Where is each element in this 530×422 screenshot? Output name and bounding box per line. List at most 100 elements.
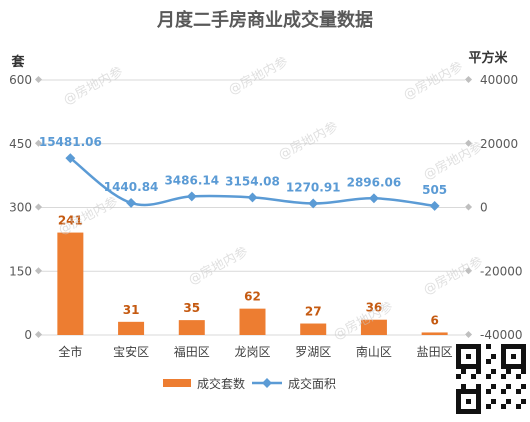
- qr-cell: [521, 359, 526, 364]
- qr-cell: [491, 369, 496, 374]
- qr-cell: [501, 389, 506, 394]
- x-tick-label: 盐田区: [417, 345, 453, 359]
- legend-label-line: 成交面积: [288, 376, 336, 391]
- qr-cell: [476, 384, 481, 389]
- chart-title: 月度二手房商业成交量数据: [156, 9, 373, 31]
- bar: [239, 308, 266, 335]
- qr-cell: [476, 344, 481, 349]
- qr-cell: [456, 389, 461, 394]
- qr-cell: [521, 384, 526, 389]
- qr-cell: [456, 399, 461, 404]
- left-tick-marker: [34, 75, 43, 84]
- qr-cell: [501, 364, 506, 369]
- left-axis-unit: 套: [10, 54, 25, 70]
- qr-cell: [466, 344, 471, 349]
- qr-cell: [516, 364, 521, 369]
- qr-cell: [486, 359, 491, 364]
- qr-cell: [501, 354, 506, 359]
- bar-value-label: 35: [183, 301, 200, 315]
- right-tick-marker: [464, 267, 473, 275]
- line-value-label: 1270.91: [286, 180, 341, 194]
- qr-cell: [521, 399, 526, 404]
- legend-swatch-line-marker: [262, 378, 272, 388]
- qr-cell: [486, 374, 491, 379]
- left-tick-label: 450: [9, 137, 32, 151]
- left-tick-label: 300: [9, 201, 32, 215]
- qr-cell: [461, 409, 466, 414]
- line-value-label: 2896.06: [347, 175, 402, 189]
- legend: 成交套数 成交面积: [163, 376, 336, 391]
- right-tick-label: -20000: [480, 264, 523, 278]
- qr-cell: [501, 374, 506, 379]
- bar-value-label: 31: [123, 303, 140, 317]
- qr-cell: [456, 354, 461, 359]
- right-tick-label: -40000: [480, 328, 523, 342]
- qr-cell: [521, 364, 526, 369]
- qr-cell: [476, 394, 481, 399]
- qr-cell: [476, 369, 481, 374]
- left-tick-marker: [34, 203, 43, 211]
- qr-cell: [486, 404, 491, 409]
- qr-cell: [466, 354, 471, 359]
- qr-cell: [521, 344, 526, 349]
- right-tick-marker: [464, 203, 473, 211]
- x-tick-label: 宝安区: [113, 344, 149, 359]
- qr-cell: [466, 399, 471, 404]
- x-tick-label: 龙岗区: [234, 345, 270, 359]
- qr-cell: [476, 359, 481, 364]
- qr-cell: [471, 374, 476, 379]
- qr-cell: [461, 344, 466, 349]
- line-marker: [126, 197, 137, 208]
- qr-cell: [471, 364, 476, 369]
- right-axis-unit: 平方米: [468, 50, 508, 66]
- left-tick-label: 150: [9, 264, 32, 278]
- qr-cell: [471, 344, 476, 349]
- qr-cell: [491, 384, 496, 389]
- qr-cell: [516, 389, 521, 394]
- bar-value-label: 62: [244, 290, 261, 304]
- qr-cell: [506, 344, 511, 349]
- line-marker: [247, 192, 258, 203]
- line-marker: [368, 193, 379, 204]
- bar: [178, 320, 205, 335]
- bar: [57, 232, 84, 335]
- bar: [421, 332, 448, 335]
- left-tick-marker: [34, 330, 43, 339]
- x-tick-label: 全市: [58, 344, 82, 359]
- line-marker: [429, 200, 440, 211]
- line-value-label: 3154.08: [225, 174, 280, 188]
- qr-cell: [476, 404, 481, 409]
- qr-cell: [456, 374, 461, 379]
- right-tick-marker: [464, 330, 473, 339]
- qr-cell: [491, 399, 496, 404]
- qr-cell: [466, 389, 471, 394]
- qr-cell: [456, 349, 461, 354]
- qr-cell: [466, 364, 471, 369]
- qr-cell: [491, 354, 496, 359]
- qr-cell: [476, 409, 481, 414]
- bar-value-label: 241: [58, 214, 83, 228]
- qr-cell: [476, 364, 481, 369]
- x-tick-label: 南山区: [356, 344, 392, 359]
- right-tick-label: 20000: [480, 137, 518, 151]
- qr-cell: [521, 409, 526, 414]
- qr-cell: [511, 364, 516, 369]
- qr-cell: [456, 344, 461, 349]
- legend-swatch-bars: [163, 379, 191, 387]
- bar-value-label: 36: [366, 301, 383, 315]
- qr-cell: [521, 369, 526, 374]
- right-tick-label: 40000: [480, 73, 518, 87]
- right-tick-marker: [464, 75, 473, 84]
- x-tick-label: 罗湖区: [295, 344, 331, 359]
- qr-cell: [456, 364, 461, 369]
- qr-cell: [461, 364, 466, 369]
- line-marker: [308, 198, 319, 209]
- qr-cell: [521, 354, 526, 359]
- qr-cell: [516, 344, 521, 349]
- qr-cell: [456, 394, 461, 399]
- qr-cell: [476, 349, 481, 354]
- left-tick-label: 0: [24, 328, 32, 342]
- qr-cell: [486, 344, 491, 349]
- qr-cell: [516, 374, 521, 379]
- qr-cell: [476, 354, 481, 359]
